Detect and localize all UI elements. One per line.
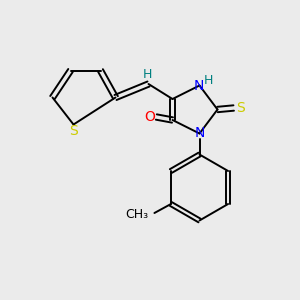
Text: H: H — [204, 74, 213, 88]
Text: N: N — [194, 79, 204, 92]
Text: N: N — [194, 126, 205, 140]
Text: H: H — [142, 68, 152, 82]
Text: CH₃: CH₃ — [125, 208, 148, 221]
Text: S: S — [236, 101, 245, 115]
Text: S: S — [69, 124, 78, 138]
Text: O: O — [144, 110, 155, 124]
